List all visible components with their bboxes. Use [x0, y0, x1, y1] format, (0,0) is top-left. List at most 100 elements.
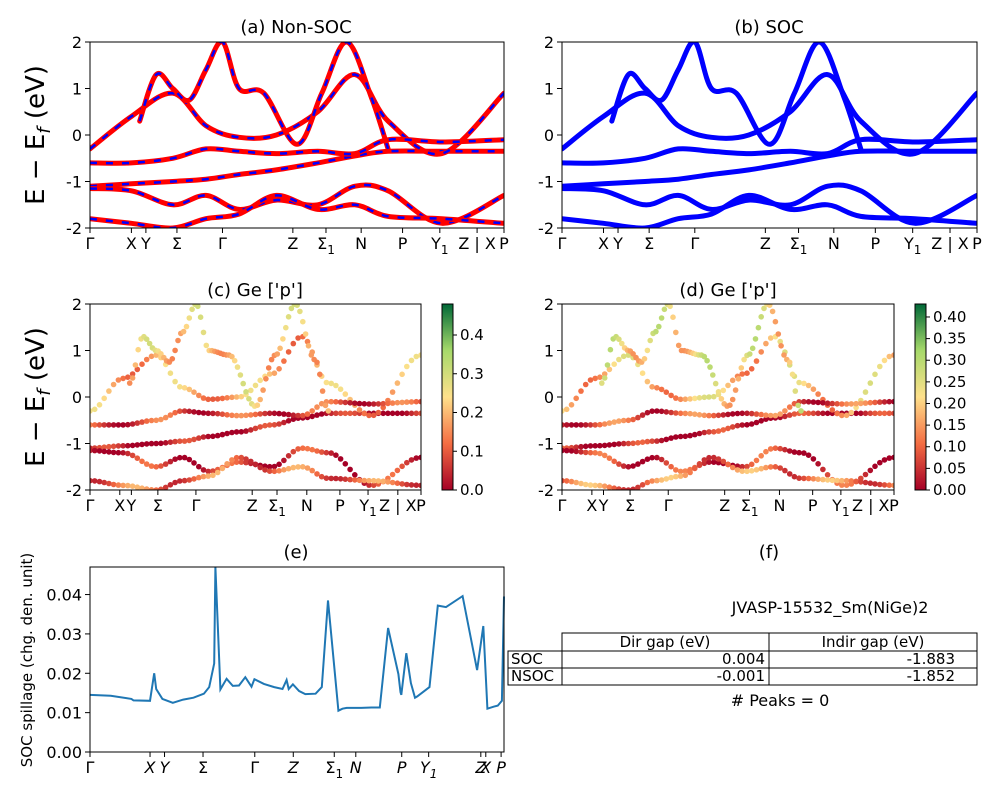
- x-tick-label: N: [828, 234, 840, 253]
- x-tick-subscript: 1: [278, 505, 286, 519]
- band-point: [744, 463, 750, 470]
- band-point: [325, 408, 332, 414]
- band-point: [177, 438, 183, 445]
- band-point: [418, 398, 421, 405]
- y-tick-label: 2: [544, 295, 554, 314]
- band-point: [654, 454, 660, 461]
- band-point: [290, 464, 297, 471]
- band-point: [820, 476, 826, 483]
- band-point: [148, 440, 155, 447]
- table-row-soc-dir: 0.004: [722, 650, 765, 668]
- band-point: [738, 365, 745, 371]
- band-point: [755, 324, 762, 331]
- band-line-dash-3: [90, 183, 504, 225]
- band-point: [158, 440, 164, 447]
- band-point: [630, 416, 636, 423]
- band-point: [158, 486, 164, 490]
- band-point: [886, 353, 893, 360]
- ylabel-middle-row: E − Ef (eV): [21, 327, 55, 467]
- band-point: [404, 410, 410, 417]
- band-point: [761, 305, 767, 312]
- band-point: [101, 479, 107, 486]
- band-point: [290, 448, 297, 455]
- band-point: [200, 395, 207, 401]
- band-point: [753, 358, 760, 364]
- band-point: [120, 375, 126, 382]
- band-point: [252, 382, 259, 389]
- band-point: [200, 329, 207, 336]
- band-point: [616, 356, 622, 363]
- band-point: [318, 473, 325, 480]
- band-point: [862, 479, 869, 486]
- band-point: [616, 336, 622, 343]
- band-point: [418, 410, 421, 417]
- band-point: [729, 464, 736, 471]
- band-point: [801, 398, 807, 405]
- band-point: [810, 456, 817, 462]
- band-point: [641, 356, 648, 362]
- band-point: [126, 380, 133, 386]
- band-point: [654, 408, 660, 414]
- band-point: [661, 306, 668, 313]
- band-point: [143, 486, 150, 490]
- band-point: [139, 441, 145, 448]
- y-tick-label: 0: [544, 126, 554, 145]
- band-point: [302, 331, 309, 337]
- band-point: [229, 394, 235, 401]
- band-point: [418, 482, 421, 489]
- band-point: [309, 408, 316, 414]
- band-point: [644, 378, 651, 385]
- band-line-2: [90, 136, 504, 166]
- band-point: [129, 371, 136, 377]
- band-point: [663, 460, 670, 466]
- band-point: [763, 448, 769, 455]
- band-point: [696, 430, 703, 437]
- band-point: [172, 438, 178, 445]
- band-point: [356, 400, 363, 407]
- band-point: [673, 434, 679, 440]
- band-point: [177, 454, 183, 461]
- band-point: [246, 396, 252, 402]
- panel-f-gap-table: (f) JVASP-15532_Sm(NiGe)2 Dir gap (eV) I…: [507, 542, 978, 710]
- band-point: [271, 370, 278, 377]
- band-point: [322, 402, 329, 409]
- band-point: [891, 454, 894, 461]
- band-point: [573, 448, 579, 455]
- band-point: [886, 410, 893, 417]
- band-point: [129, 375, 136, 381]
- band-point: [587, 422, 594, 428]
- plot-frame: [89, 566, 505, 753]
- band-point: [815, 410, 821, 417]
- band-point: [200, 467, 207, 473]
- band-point: [786, 448, 793, 454]
- band-point: [200, 434, 207, 440]
- band-point: [214, 469, 221, 476]
- band-point: [328, 475, 335, 482]
- band-point: [196, 392, 202, 399]
- band-point: [162, 440, 169, 446]
- band-point: [578, 480, 584, 487]
- band-point: [649, 478, 655, 484]
- band-point: [744, 410, 750, 417]
- colorbar-tick-label: 0.2: [460, 404, 484, 422]
- y-tick-label: 1: [544, 80, 554, 99]
- band-point: [848, 478, 855, 484]
- band-point: [696, 461, 703, 467]
- band-point: [148, 487, 155, 490]
- band-point: [101, 422, 107, 428]
- band-point: [237, 372, 244, 378]
- band-point: [295, 335, 301, 341]
- band-point: [323, 449, 330, 456]
- band-point: [563, 422, 570, 428]
- band-point: [285, 411, 292, 418]
- panel-e-title: (e): [283, 542, 308, 563]
- x-tick-label: X: [114, 496, 125, 515]
- band-point: [314, 404, 320, 410]
- y-tick-label: 1: [544, 342, 554, 361]
- colorbar-tick-label: 0.35: [933, 330, 966, 348]
- band-point: [265, 365, 272, 371]
- band-point: [744, 468, 750, 475]
- band-point: [682, 472, 689, 479]
- band-point: [687, 410, 693, 417]
